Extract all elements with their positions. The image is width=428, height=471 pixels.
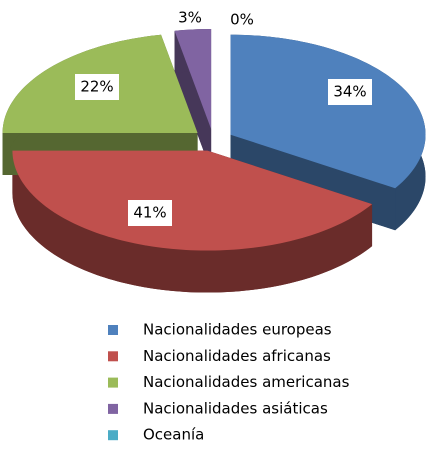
slice [12,150,373,251]
legend-label: Nacionalidades europeas [143,321,332,339]
data-label: 34% [333,83,366,101]
label-box [328,79,372,105]
legend-swatch [108,430,118,441]
legend-label: Nacionalidades africanas [143,347,331,365]
legend-swatch [108,403,118,414]
slice [174,29,212,130]
data-label: 41% [133,204,166,222]
legend-swatch [108,377,118,388]
pie-tops [2,29,426,251]
slice [230,34,426,189]
legend-label: Oceanía [143,426,204,444]
legend-label: Nacionalidades asiáticas [143,399,328,417]
data-label: 22% [80,78,113,96]
slice-rim [12,150,373,293]
data-label: 3% [178,9,202,27]
label-box [75,74,119,100]
legend-swatch [108,325,118,335]
label-box [128,200,172,226]
legend-swatch [108,351,118,362]
data-label: 0% [230,11,254,29]
legend-label: Nacionalidades americanas [143,373,350,391]
